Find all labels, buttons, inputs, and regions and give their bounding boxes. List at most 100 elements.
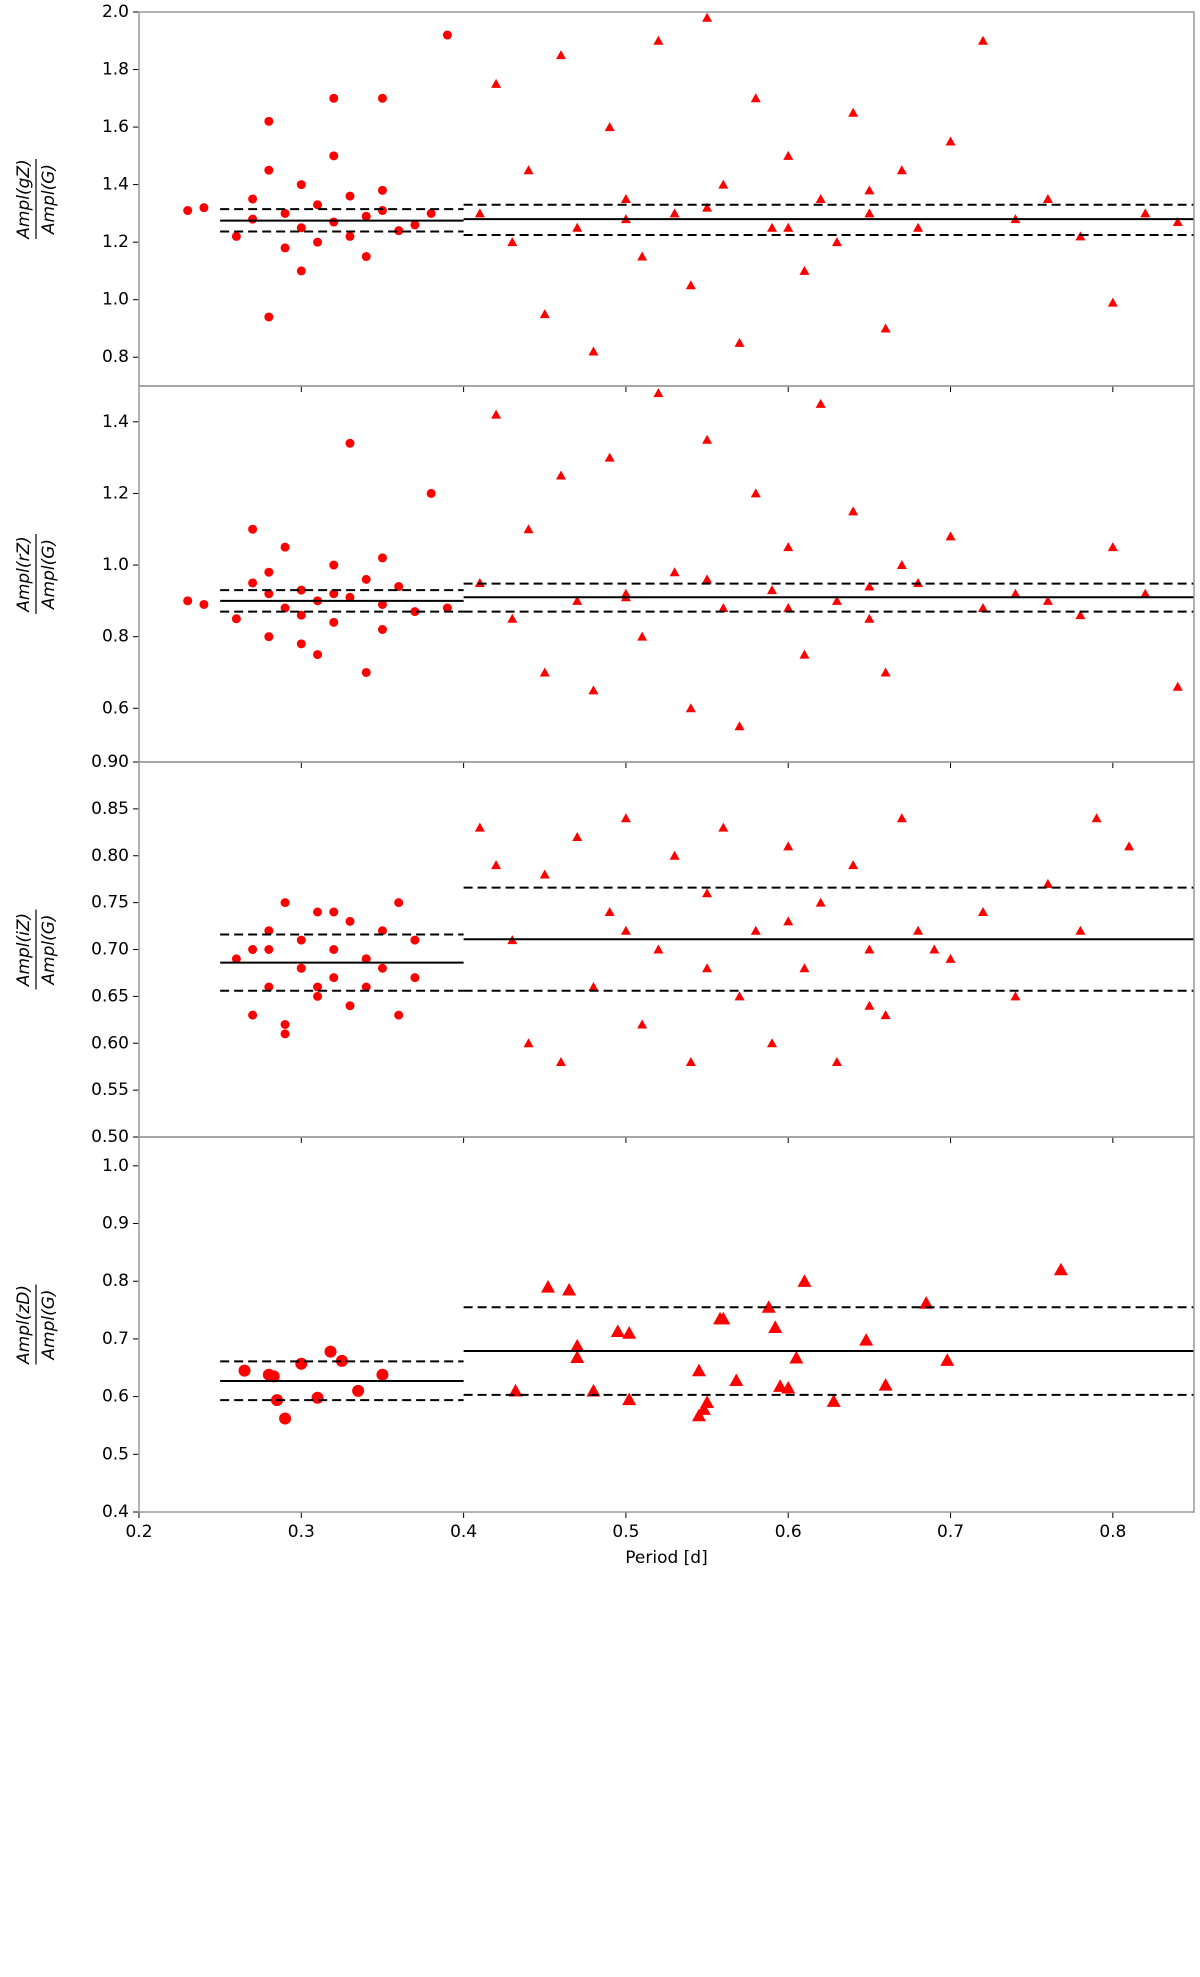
point [280,243,290,253]
point [410,973,420,983]
point [783,841,794,851]
panel-frame [138,761,1195,1138]
point [880,667,891,677]
point [685,280,696,290]
point [685,1057,696,1066]
point [474,208,485,218]
point [750,93,761,103]
point [783,542,794,552]
point [377,599,387,609]
point [1091,813,1102,823]
y-tick-label: 0.6 [102,698,129,718]
y-tick-label: 1.8 [102,60,129,80]
point [280,208,290,218]
point [280,1020,290,1029]
point [410,607,420,617]
point [491,78,502,88]
point [1124,841,1135,851]
point [978,603,988,613]
point [1107,297,1118,307]
point [199,203,209,213]
point [637,251,648,261]
point [296,639,306,649]
point [716,1311,731,1325]
point [570,1350,585,1363]
panel-frame [138,11,1195,387]
point [848,107,859,117]
point [345,1001,355,1011]
point [610,1324,625,1338]
point [913,925,924,935]
point [653,388,664,398]
point [864,581,875,591]
point [507,613,518,623]
panel-frame [138,1136,1195,1513]
point [685,703,696,713]
point [978,35,988,45]
plot-area [183,12,1194,356]
x-tick-label: 0.7 [937,1522,964,1542]
point [442,30,452,40]
point [945,136,956,146]
point [702,888,713,898]
point [508,1383,523,1397]
y-label-denominator: Ampl(G) [39,164,59,235]
point [604,452,615,462]
point [556,1057,566,1066]
point [1042,878,1053,888]
point [734,721,745,731]
point [913,577,924,587]
y-tick-label: 0.85 [91,799,129,819]
point [669,208,680,218]
point [267,1370,280,1383]
y-label-numerator: Ampl(zD) [14,1285,34,1365]
point [199,599,209,609]
y-tick-label: 1.0 [102,290,129,310]
point [264,312,274,322]
y-axis-label: Ampl(iZ) Ampl(G) [14,909,59,990]
point [377,553,387,563]
point [696,1402,711,1415]
point [1172,681,1183,691]
x-axis-label: Period [d] [625,1548,707,1568]
point [329,589,339,599]
point [394,226,404,236]
y-tick-label: 1.4 [102,175,129,195]
point [691,1408,706,1422]
y-tick-label: 0.65 [91,986,129,1006]
point [783,222,794,232]
point [183,206,193,216]
point [248,524,258,534]
y-tick-label: 1.4 [102,412,129,432]
point [789,1350,804,1364]
point [637,631,648,641]
point [329,93,339,103]
point [361,982,371,992]
point [718,603,729,613]
point [797,1274,812,1287]
point [896,165,907,175]
point [264,926,274,936]
point [637,1019,648,1029]
point [1172,217,1183,227]
point [311,1391,324,1404]
x-tick-label: 0.2 [125,1522,152,1542]
point [622,1326,637,1339]
point [586,1383,601,1397]
point [280,898,290,908]
point [313,237,323,247]
point [264,165,274,175]
point [783,916,794,926]
point [231,954,241,964]
point [183,596,193,606]
point [361,211,371,221]
point [815,194,826,203]
point [729,1373,744,1387]
point [474,577,485,587]
point [345,191,355,201]
point [539,869,550,879]
point [324,1345,337,1358]
point [620,194,631,203]
y-tick-label: 1.0 [102,1156,129,1176]
